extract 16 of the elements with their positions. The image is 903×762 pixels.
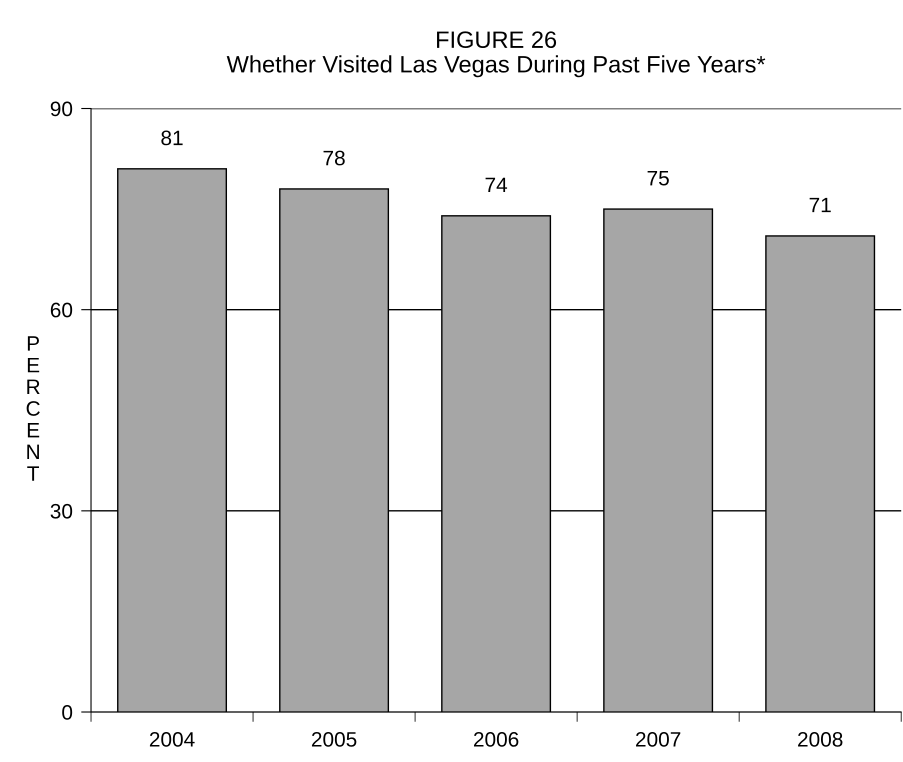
y-axis-title: PERCENT bbox=[26, 336, 40, 481]
x-tick-label: 2006 bbox=[474, 732, 518, 747]
data-label: 78 bbox=[324, 150, 345, 166]
y-tick-label: 30 bbox=[50, 504, 72, 519]
x-tick-label: 2007 bbox=[636, 732, 680, 747]
data-label: 74 bbox=[486, 178, 508, 192]
data-label: 71 bbox=[810, 198, 831, 212]
x-tick-label: 2005 bbox=[312, 732, 356, 747]
x-tick-label: 2004 bbox=[150, 732, 195, 747]
chart-title: FIGURE 26 Whether Visited Las Vegas During Past Five Years* bbox=[226, 31, 766, 78]
x-tick-label: 2008 bbox=[798, 732, 842, 747]
y-tick-label: 0 bbox=[62, 705, 72, 720]
y-tick-label: 90 bbox=[50, 102, 72, 116]
data-label: 81 bbox=[161, 130, 183, 146]
data-label: 75 bbox=[648, 170, 669, 186]
y-tick-label: 60 bbox=[50, 302, 72, 318]
